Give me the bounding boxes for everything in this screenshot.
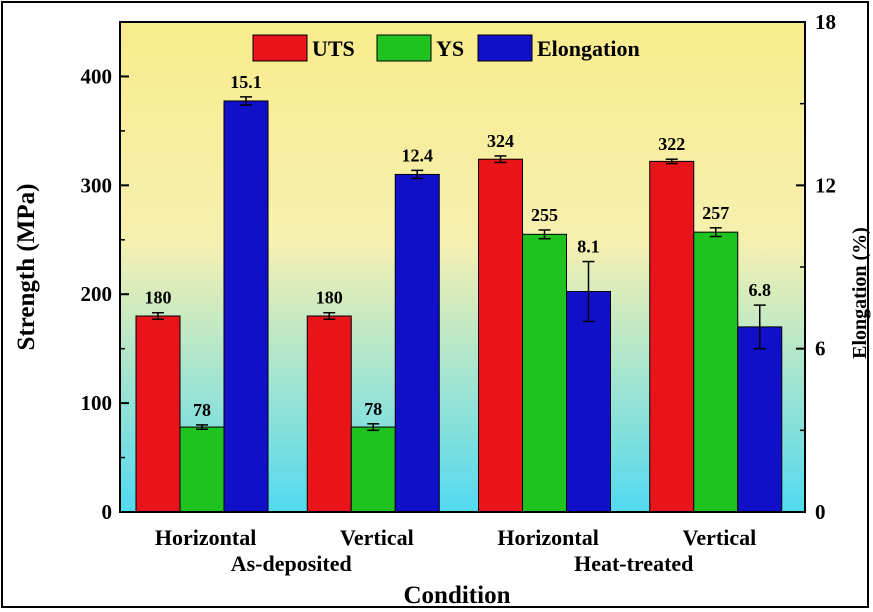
y2-tick-label: 0	[815, 500, 826, 524]
data-label: 6.8	[749, 280, 772, 300]
x-tick-label: Vertical	[683, 525, 757, 550]
legend-swatch-uts	[252, 34, 308, 62]
data-label: 180	[145, 288, 172, 308]
bar-ys-3	[693, 231, 739, 513]
bar-elongation-0	[223, 100, 269, 513]
x-tick-label: Horizontal	[155, 525, 256, 550]
y-tick-label: 300	[81, 173, 113, 197]
y2-tick-label: 18	[815, 10, 836, 34]
bar-ys-2	[522, 233, 567, 513]
legend-swatch-elongation	[477, 34, 533, 62]
legend-label-elongation: Elongation	[537, 36, 640, 61]
y-tick-label: 400	[81, 64, 113, 88]
bar-uts-2	[478, 158, 523, 513]
y2-axis-label: Elongation (%)	[849, 227, 871, 359]
bar-elongation-2	[566, 291, 611, 513]
data-label: 180	[316, 288, 343, 308]
y-tick-label: 0	[102, 500, 113, 524]
x-group-label: As-deposited	[231, 551, 352, 576]
legend-label-ys: YS	[436, 36, 464, 61]
y-tick-label: 100	[81, 391, 113, 415]
data-label: 78	[193, 400, 211, 420]
y-tick-label: 200	[81, 282, 113, 306]
x-tick-label: Horizontal	[497, 525, 598, 550]
data-label: 255	[531, 205, 558, 225]
data-label: 324	[487, 131, 514, 151]
x-axis-label: Condition	[404, 582, 511, 609]
x-tick-label: Vertical	[340, 525, 414, 550]
bar-elongation-3	[737, 326, 783, 513]
legend: UTS YS Elongation	[252, 34, 640, 62]
legend-label-uts: UTS	[312, 36, 355, 61]
data-label: 15.1	[230, 72, 262, 92]
data-label: 78	[364, 399, 382, 419]
bar-uts-0	[135, 315, 181, 513]
bar-ys-1	[350, 426, 396, 513]
bar-ys-0	[179, 426, 225, 513]
y2-tick-label: 12	[815, 173, 836, 197]
y-axis-label: Strength (MPa)	[13, 184, 40, 351]
data-label: 12.4	[402, 145, 434, 165]
bar-uts-1	[306, 315, 352, 513]
axes-layer: Horizontal Vertical Horizontal VerticalAs-d…	[81, 10, 837, 576]
y2-tick-label: 6	[815, 337, 826, 361]
bar-elongation-1	[394, 173, 440, 513]
x-group-label: Heat-treated	[574, 551, 693, 576]
legend-swatch-ys	[376, 34, 432, 62]
data-label: 8.1	[577, 237, 600, 257]
bar-uts-3	[649, 160, 695, 513]
data-labels-layer: 180 78 15.1 180 78 12.4 324 255 8.1 322 257 6.8	[145, 72, 772, 420]
data-label: 257	[702, 203, 729, 223]
data-label: 322	[658, 134, 685, 154]
